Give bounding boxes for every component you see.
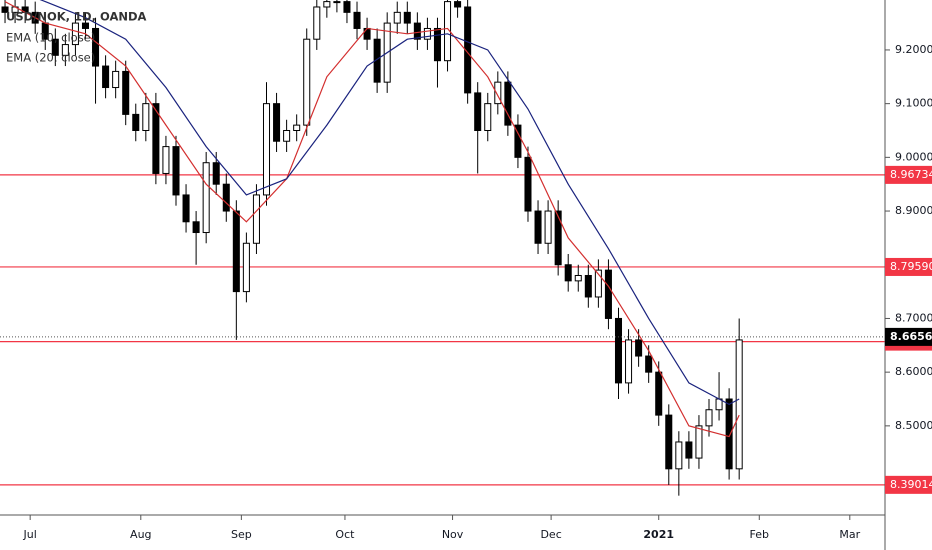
- candle-body: [343, 1, 351, 13]
- x-tick-label: 2021: [643, 528, 674, 541]
- candle-body: [142, 103, 150, 131]
- candle-body: [534, 210, 542, 244]
- candle-body: [705, 409, 713, 427]
- candle-body: [252, 194, 260, 244]
- candle-body: [232, 210, 240, 293]
- level-label-box: [885, 475, 932, 494]
- candle-body: [594, 269, 602, 298]
- level-label: 8.79590: [890, 260, 932, 273]
- x-tick-label: Nov: [442, 528, 464, 541]
- legend-entry: EMA (20, close): [6, 51, 95, 65]
- y-tick-label: 8.90000: [895, 204, 932, 217]
- candle-body: [735, 339, 743, 470]
- candle-body: [504, 81, 512, 126]
- candle-body: [102, 65, 110, 89]
- candle-body: [61, 44, 69, 56]
- candle-body: [132, 113, 140, 131]
- candle-body: [564, 264, 572, 282]
- x-tick-label: Mar: [839, 528, 860, 541]
- candle-body: [635, 339, 643, 357]
- candle-body: [122, 70, 130, 115]
- candle-body: [71, 22, 79, 46]
- candle-body: [333, 1, 341, 4]
- candle-body: [262, 103, 271, 196]
- x-tick-label: Sep: [231, 528, 252, 541]
- candle-body: [655, 371, 663, 416]
- symbol-title: USD/NOK, 1D, OANDA: [6, 10, 147, 24]
- candle-body: [433, 27, 441, 62]
- candle-body: [695, 425, 703, 459]
- candle-body: [92, 27, 100, 67]
- level-label: 8.96734: [890, 168, 932, 181]
- candle-body: [202, 162, 210, 234]
- y-tick-label: 8.60000: [895, 365, 932, 378]
- candle-body: [484, 103, 492, 131]
- plot-area: [0, 0, 885, 496]
- candle-body: [454, 1, 462, 8]
- candle-body: [584, 274, 592, 298]
- candle-body: [413, 22, 421, 40]
- candle-body: [464, 6, 472, 94]
- candle-body: [212, 162, 220, 185]
- y-tick-label: 8.50000: [895, 419, 932, 432]
- candle-body: [645, 355, 653, 373]
- candle-body: [192, 221, 200, 234]
- candle-body: [685, 441, 693, 459]
- candle-body: [544, 210, 552, 244]
- level-label-box: [885, 257, 932, 276]
- candle-body: [494, 81, 502, 105]
- y-tick-label: 9.00000: [895, 150, 932, 163]
- legend-entry: EMA (10, close): [6, 31, 95, 45]
- candle-body: [725, 398, 733, 470]
- candle-body: [423, 27, 431, 40]
- candle-body: [172, 146, 180, 196]
- candle-body: [283, 129, 291, 142]
- candle-body: [665, 414, 673, 470]
- candle-body: [444, 1, 452, 62]
- candle-body: [313, 6, 321, 40]
- last-price-box: [885, 327, 932, 346]
- candle-body: [152, 103, 160, 174]
- candle-body: [554, 210, 562, 266]
- level-label: 8.39014: [890, 478, 932, 491]
- candle-body: [162, 146, 170, 174]
- candle-body: [625, 339, 633, 384]
- ema-line: [39, 0, 740, 406]
- candle-body: [323, 1, 331, 8]
- y-tick-label: 8.70000: [895, 311, 932, 324]
- y-tick-label: 9.10000: [895, 97, 932, 110]
- candle-body: [393, 11, 401, 24]
- candle-body: [403, 11, 411, 24]
- x-tick-label: Jul: [23, 528, 37, 541]
- candle-body: [574, 274, 582, 282]
- x-tick-label: Feb: [750, 528, 769, 541]
- ema-line: [4, 1, 740, 438]
- candle-body: [514, 124, 522, 158]
- x-tick-label: Oct: [335, 528, 355, 541]
- candle-body: [474, 92, 482, 131]
- candle-body: [303, 38, 311, 126]
- candle-body: [273, 103, 281, 142]
- candle-body: [1, 6, 9, 13]
- y-tick-label: 9.20000: [895, 43, 932, 56]
- candle-body: [675, 441, 683, 470]
- level-label-box: [885, 165, 932, 184]
- candle-body: [524, 156, 532, 212]
- axes: 9.20000 9.10000 9.00000 8.90000 8.70000 8.600…: [23, 43, 932, 541]
- x-tick-label: Aug: [130, 528, 151, 541]
- last-price-label: 8.66566: [890, 330, 932, 343]
- candle-body: [222, 183, 230, 212]
- candle-body: [293, 124, 301, 131]
- candle-body: [614, 317, 623, 384]
- x-tick-label: Dec: [540, 528, 561, 541]
- candle-body: [51, 38, 59, 56]
- candle-body: [81, 22, 90, 29]
- candle-body: [353, 11, 361, 29]
- candle-body: [604, 269, 612, 319]
- candle-body: [112, 70, 120, 89]
- candle-body: [182, 194, 190, 223]
- candle-body: [242, 242, 250, 293]
